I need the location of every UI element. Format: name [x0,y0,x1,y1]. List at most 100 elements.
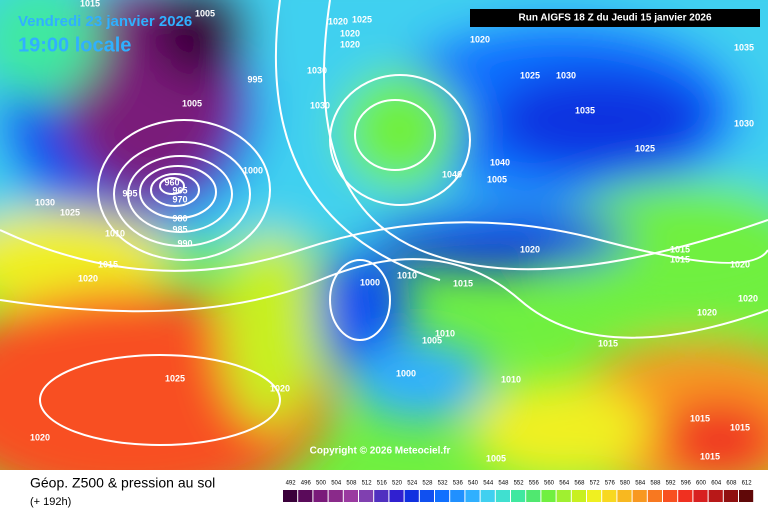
scale-label: 576 [605,481,616,487]
scale-swatch [495,490,510,502]
scale-label: 540 [468,481,479,487]
scale-label: 492 [286,481,297,487]
isobar-label: 1000 [243,165,263,175]
scale-swatch [343,490,358,502]
isobar-label: 1020 [30,432,50,442]
scale-swatch [617,490,632,502]
isobar-label: 1005 [182,98,202,108]
scale-swatch [587,490,602,502]
isobar-label: 1020 [470,34,490,44]
scale-swatch [708,490,723,502]
scale-label: 520 [392,481,403,487]
scale-label: 568 [574,481,585,487]
valid-date: Vendredi 23 janvier 2026 [18,13,192,30]
scale-swatch [663,490,678,502]
isobar-label: 1010 [397,270,417,280]
scale-swatch [480,490,495,502]
isobar-label: 1010 [435,328,455,338]
scale-swatch [739,490,754,502]
scale-label: 524 [407,481,418,487]
isobar-label: 1020 [738,293,758,303]
isobar-label: 1025 [635,143,655,153]
isobars [0,0,768,446]
scale-swatch [693,490,708,502]
run-box [470,9,760,27]
isobar-label: 1020 [520,244,540,254]
scale-label: 516 [377,481,388,487]
copyright: Copyright © 2026 Meteociel.fr [310,446,451,457]
isobar-label: 1025 [352,14,372,24]
scale-swatch [647,490,662,502]
isobar-label: 1020 [328,16,348,26]
scale-label: 600 [696,481,707,487]
isobar-label: 1020 [340,39,360,49]
isobar-label: 1010 [501,374,521,384]
scale-swatch [632,490,647,502]
isobar-label: 1010 [105,228,125,238]
isobar-label: 1015 [690,413,710,423]
legend-title: Géop. Z500 & pression au sol [30,475,215,491]
scale-label: 504 [331,481,342,487]
isobar-label: 995 [247,74,262,84]
isobar-label: 1035 [575,105,595,115]
local-time: 19:00 locale [18,34,131,56]
scale-label: 588 [650,481,661,487]
scale-swatch [723,490,738,502]
isobar-label: 1030 [734,118,754,128]
scale-label: 604 [711,481,722,487]
isobar-label: 1000 [396,368,416,378]
scale-label: 532 [438,481,449,487]
isobar-label: 1015 [670,254,690,264]
isobar-label: 1030 [310,100,330,110]
isobar-label: 1020 [78,273,98,283]
scale-swatch [602,490,617,502]
isobar-label: 1020 [697,307,717,317]
isobar-label: 1025 [520,70,540,80]
scale-label: 596 [681,481,692,487]
isobar-label: 990 [177,238,192,248]
scale-label: 528 [422,481,433,487]
scale-label: 544 [483,481,494,487]
isobar-label: 1035 [734,42,754,52]
scale-swatch [313,490,328,502]
isobar-label: 995 [122,188,137,198]
isobar-label: 1025 [60,207,80,217]
scale-label: 560 [544,481,555,487]
isobar-label: 1030 [307,65,327,75]
scale-label: 536 [453,481,464,487]
scale-label: 572 [590,481,601,487]
isobar-label: 1000 [360,277,380,287]
isobar-label: 1015 [730,422,750,432]
isobar-label: 970 [172,194,187,204]
scale-swatch [298,490,313,502]
scale-swatch [359,490,374,502]
isobar-label: 1040 [490,157,510,167]
scale-swatch [328,490,343,502]
isobar-label: 960 [164,177,179,187]
isobar-label: 1020 [270,383,290,393]
scale-label: 512 [362,481,373,487]
isobar-label: 1025 [165,373,185,383]
scale-swatch [526,490,541,502]
scale-swatch [419,490,434,502]
scale-swatch [283,490,298,502]
isobar-label: 1020 [730,259,750,269]
scale-label: 592 [666,481,677,487]
scale-label: 556 [529,481,540,487]
scale-swatch [389,490,404,502]
scale-swatch [465,490,480,502]
isobar-label: 1015 [700,451,720,461]
scale-label: 612 [742,481,753,487]
scale-swatch [450,490,465,502]
scale-swatch [571,490,586,502]
isobar-label: 1030 [35,197,55,207]
scale-swatch [511,490,526,502]
isobar-label: 1015 [80,0,100,8]
legend-lead: (+ 192h) [30,496,71,508]
isobar-label: 980 [172,213,187,223]
scale-swatch [374,490,389,502]
scale-label: 552 [514,481,525,487]
run-info: Run AIGFS 18 Z du Jeudi 15 janvier 2026 [518,13,711,24]
isobar-label: 1005 [487,174,507,184]
